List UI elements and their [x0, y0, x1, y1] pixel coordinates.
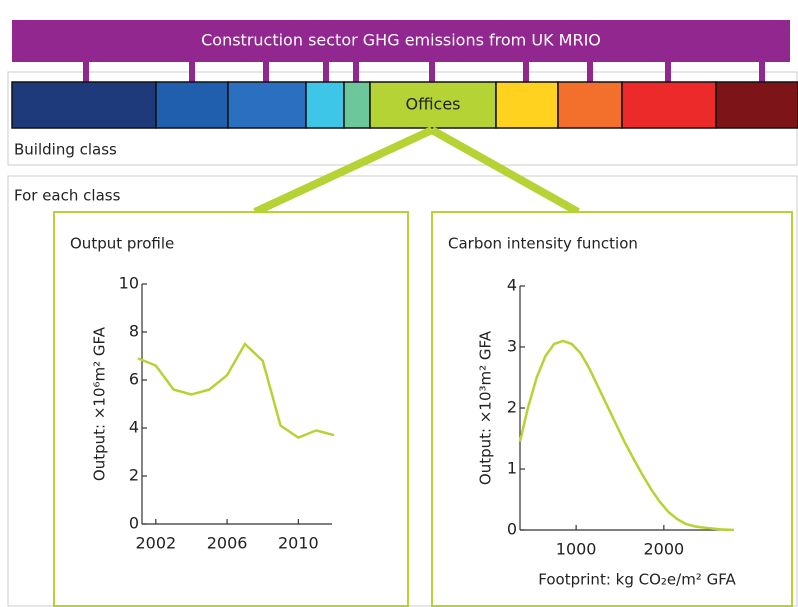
y-tick-label: 0: [129, 514, 139, 533]
y-tick-label: 1: [507, 459, 517, 478]
y-tick-label: 2: [129, 466, 139, 485]
each-class-caption: For each class: [14, 187, 121, 205]
y-tick-label: 10: [119, 274, 139, 293]
x-axis-label: Footprint: kg CO₂e/m² GFA: [538, 571, 736, 589]
panel: [431, 211, 793, 607]
links: [253, 126, 580, 216]
connectors: [83, 60, 765, 84]
y-axis-label: Output: ×10³m² GFA: [477, 330, 495, 485]
y-tick-label: 3: [507, 337, 517, 356]
y-tick-label: 2: [507, 398, 517, 417]
chart-title: Carbon intensity function: [448, 235, 638, 253]
y-axis-label: Output: ×10⁶m² GFA: [91, 326, 109, 481]
highlighted-class: Offices: [405, 95, 460, 114]
header-title: Construction sector GHG emissions from U…: [201, 31, 601, 50]
y-tick-label: 4: [129, 418, 139, 437]
y-tick-label: 4: [507, 276, 517, 295]
data-line: [518, 339, 735, 532]
x-tick-label: 2002: [135, 534, 176, 553]
header-bar: [12, 20, 790, 62]
class-caption: Building class: [14, 141, 117, 159]
y-tick-label: 6: [129, 370, 139, 389]
x-tick-label: 1000: [556, 540, 597, 559]
y-tick-label: 0: [507, 520, 517, 539]
chart-title: Output profile: [70, 235, 174, 253]
x-tick-label: 2000: [643, 540, 684, 559]
data-line: [137, 342, 335, 440]
x-tick-label: 2006: [207, 534, 248, 553]
y-tick-label: 8: [129, 322, 139, 341]
class-bar: [11, 81, 798, 129]
panel: [53, 211, 409, 607]
x-tick-label: 2010: [278, 534, 319, 553]
